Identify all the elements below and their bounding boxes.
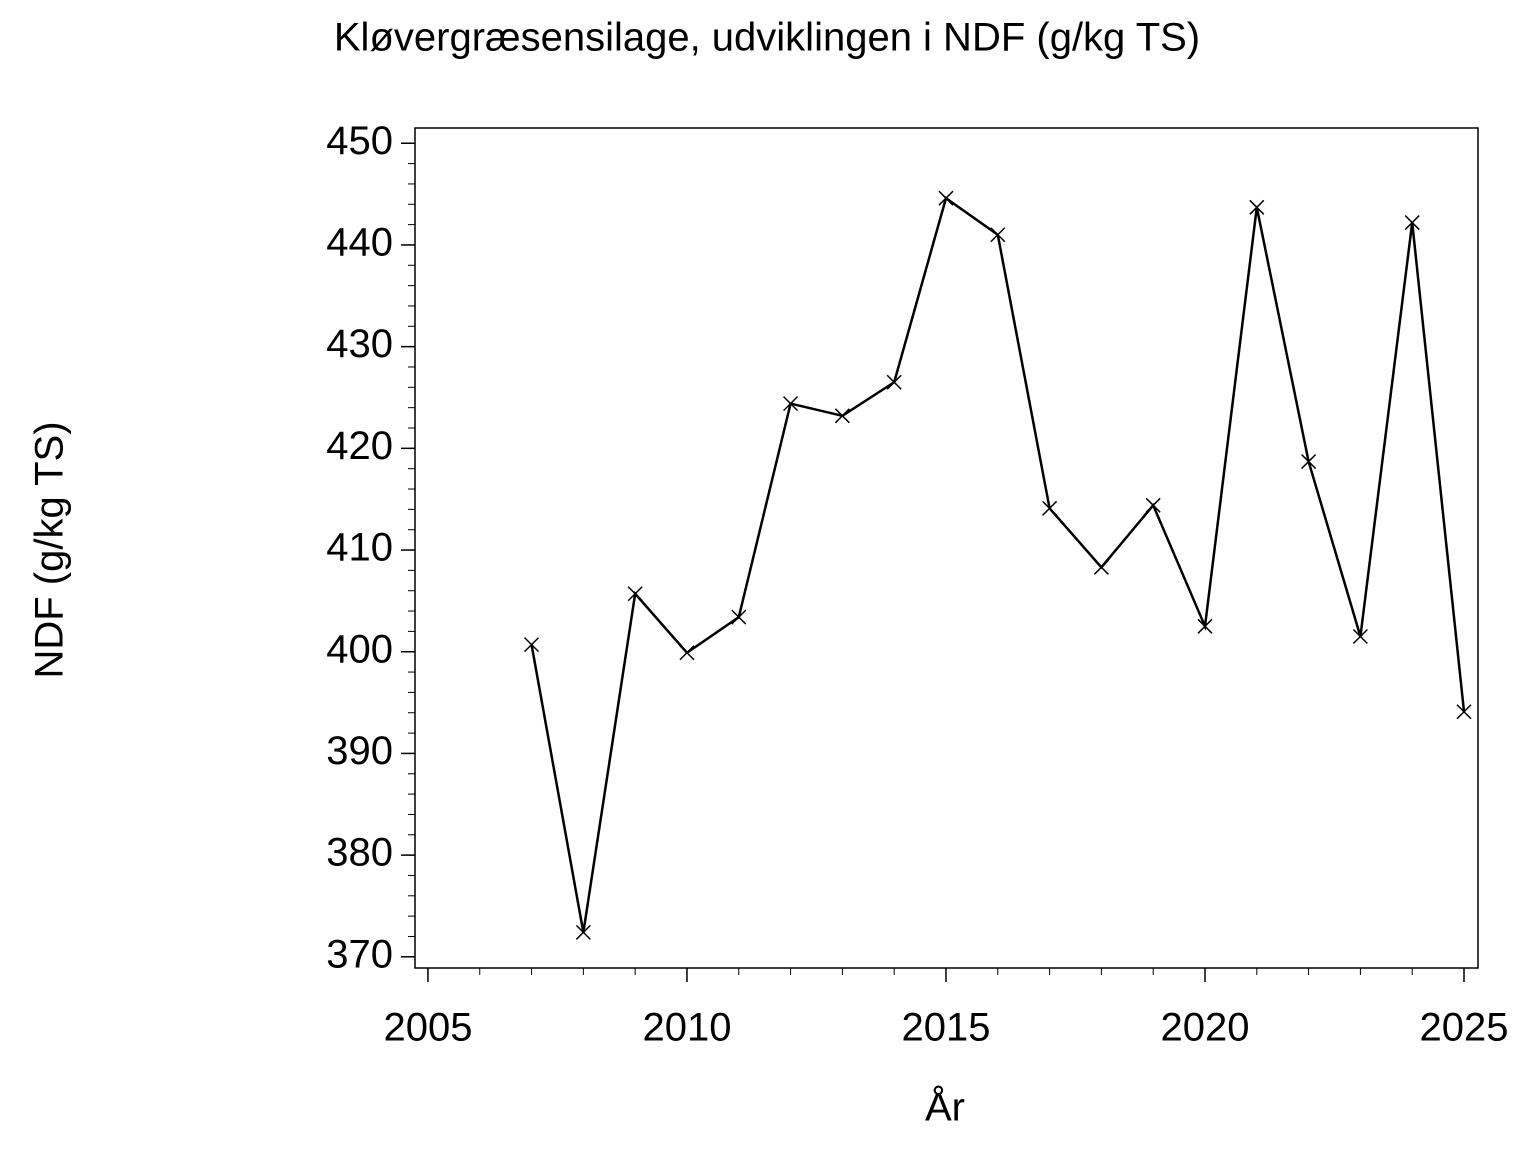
y-tick-label: 370 — [326, 932, 393, 976]
chart-title: Kløvergræsensilage, udviklingen i NDF (g… — [334, 16, 1200, 60]
y-tick-label: 440 — [326, 221, 393, 265]
y-tick-label: 420 — [326, 424, 393, 468]
y-tick-label: 380 — [326, 831, 393, 875]
data-point — [575, 924, 591, 940]
data-point — [731, 609, 747, 625]
y-axis-label: NDF (g/kg TS) — [28, 421, 72, 678]
data-point — [1093, 559, 1109, 575]
data-point — [1197, 618, 1213, 634]
data-point — [627, 586, 643, 602]
x-tick-label: 2015 — [901, 1006, 990, 1050]
y-tick-label: 400 — [326, 627, 393, 671]
data-point — [679, 645, 695, 661]
x-tick-label: 2020 — [1161, 1006, 1250, 1050]
data-point — [1145, 497, 1161, 513]
data-point — [1249, 199, 1265, 215]
data-point — [886, 374, 902, 390]
y-tick-label: 450 — [326, 119, 393, 163]
x-axis-label: År — [925, 1085, 965, 1130]
y-tick-label: 430 — [326, 322, 393, 366]
data-point — [1301, 454, 1317, 470]
data-point — [938, 190, 954, 206]
data-point — [1456, 704, 1472, 720]
data-point — [990, 227, 1006, 243]
data-point — [1042, 500, 1058, 516]
x-tick-label: 2005 — [383, 1006, 472, 1050]
y-tick-label: 410 — [326, 526, 393, 570]
data-point — [1352, 628, 1368, 645]
x-tick-label: 2025 — [1420, 1006, 1509, 1050]
y-tick-label: 390 — [326, 729, 393, 773]
data-point — [834, 408, 850, 424]
data-point — [524, 637, 540, 653]
x-tick-label: 2010 — [642, 1006, 731, 1050]
data-point — [783, 396, 799, 412]
data-point — [1404, 215, 1420, 231]
